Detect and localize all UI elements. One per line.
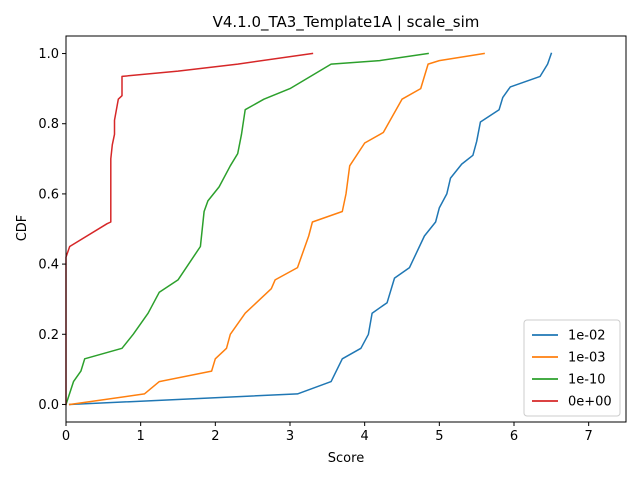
series-line-0e+00 <box>65 52 314 406</box>
axes-frame <box>65 35 627 423</box>
y-tick-label: 1.0 <box>38 47 59 62</box>
y-tick-label: 0.4 <box>38 258 59 273</box>
x-axis-label: Score <box>328 451 364 466</box>
series-line-1e-10 <box>65 52 429 406</box>
legend-label-1e-10: 1e-10 <box>568 373 606 388</box>
y-tick-label: 0.6 <box>38 187 59 202</box>
x-tick-label: 2 <box>211 429 219 444</box>
x-tick-label: 7 <box>585 429 593 444</box>
series-line-1e-02 <box>68 52 553 406</box>
chart-title: V4.1.0_TA3_Template1A | scale_sim <box>213 13 480 32</box>
y-axis-label: CDF <box>15 215 30 242</box>
y-tick-label: 0.8 <box>38 117 59 132</box>
legend-label-1e-03: 1e-03 <box>568 351 606 366</box>
series-line-1e-03 <box>68 52 485 406</box>
legend-label-0e+00: 0e+00 <box>568 395 612 410</box>
x-tick-label: 4 <box>361 429 369 444</box>
y-tick-label: 0.0 <box>38 398 59 413</box>
x-tick-label: 1 <box>137 429 145 444</box>
legend-box <box>523 319 621 417</box>
x-tick-label: 3 <box>286 429 294 444</box>
x-tick-label: 0 <box>62 429 70 444</box>
legend: 1e-02 1e-03 1e-10 0e+00 <box>523 319 621 417</box>
legend-label-1e-02: 1e-02 <box>568 329 606 344</box>
y-tick-label: 0.2 <box>38 328 59 343</box>
x-tick-label: 6 <box>510 429 518 444</box>
plot-area: 0 1 2 3 4 5 6 7 0.0 0.2 0.4 0.6 0.8 1.0 <box>38 35 627 444</box>
x-tick-label: 5 <box>435 429 443 444</box>
